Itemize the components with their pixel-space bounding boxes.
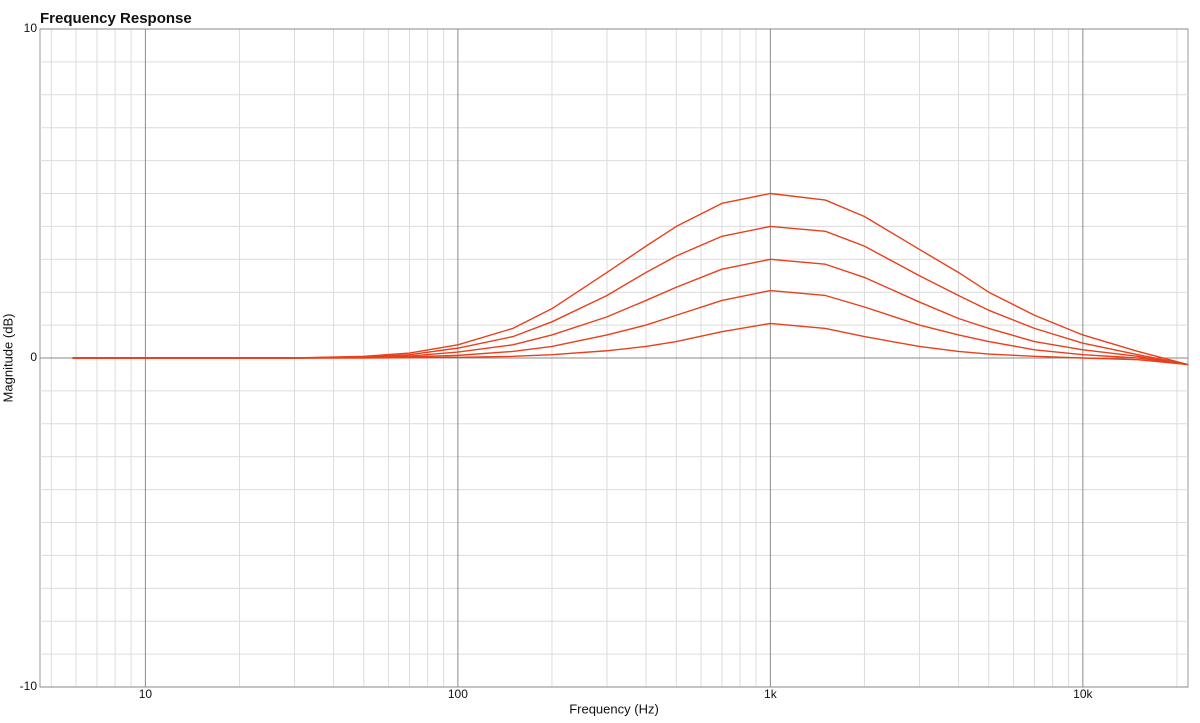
x-tick-label: 1k [764, 687, 778, 701]
y-tick-label: -10 [20, 679, 38, 693]
x-tick-label: 100 [448, 687, 468, 701]
response-curve [72, 322, 1189, 366]
y-tick-label: 10 [24, 21, 38, 35]
chart-title: Frequency Response [40, 10, 192, 27]
y-tick-label: 0 [30, 350, 37, 364]
x-tick-label: 10k [1073, 687, 1093, 701]
y-axis-label: Magnitude (dB) [0, 314, 15, 403]
x-tick-label: 10 [139, 687, 153, 701]
x-axis-label: Frequency (Hz) [569, 701, 659, 716]
